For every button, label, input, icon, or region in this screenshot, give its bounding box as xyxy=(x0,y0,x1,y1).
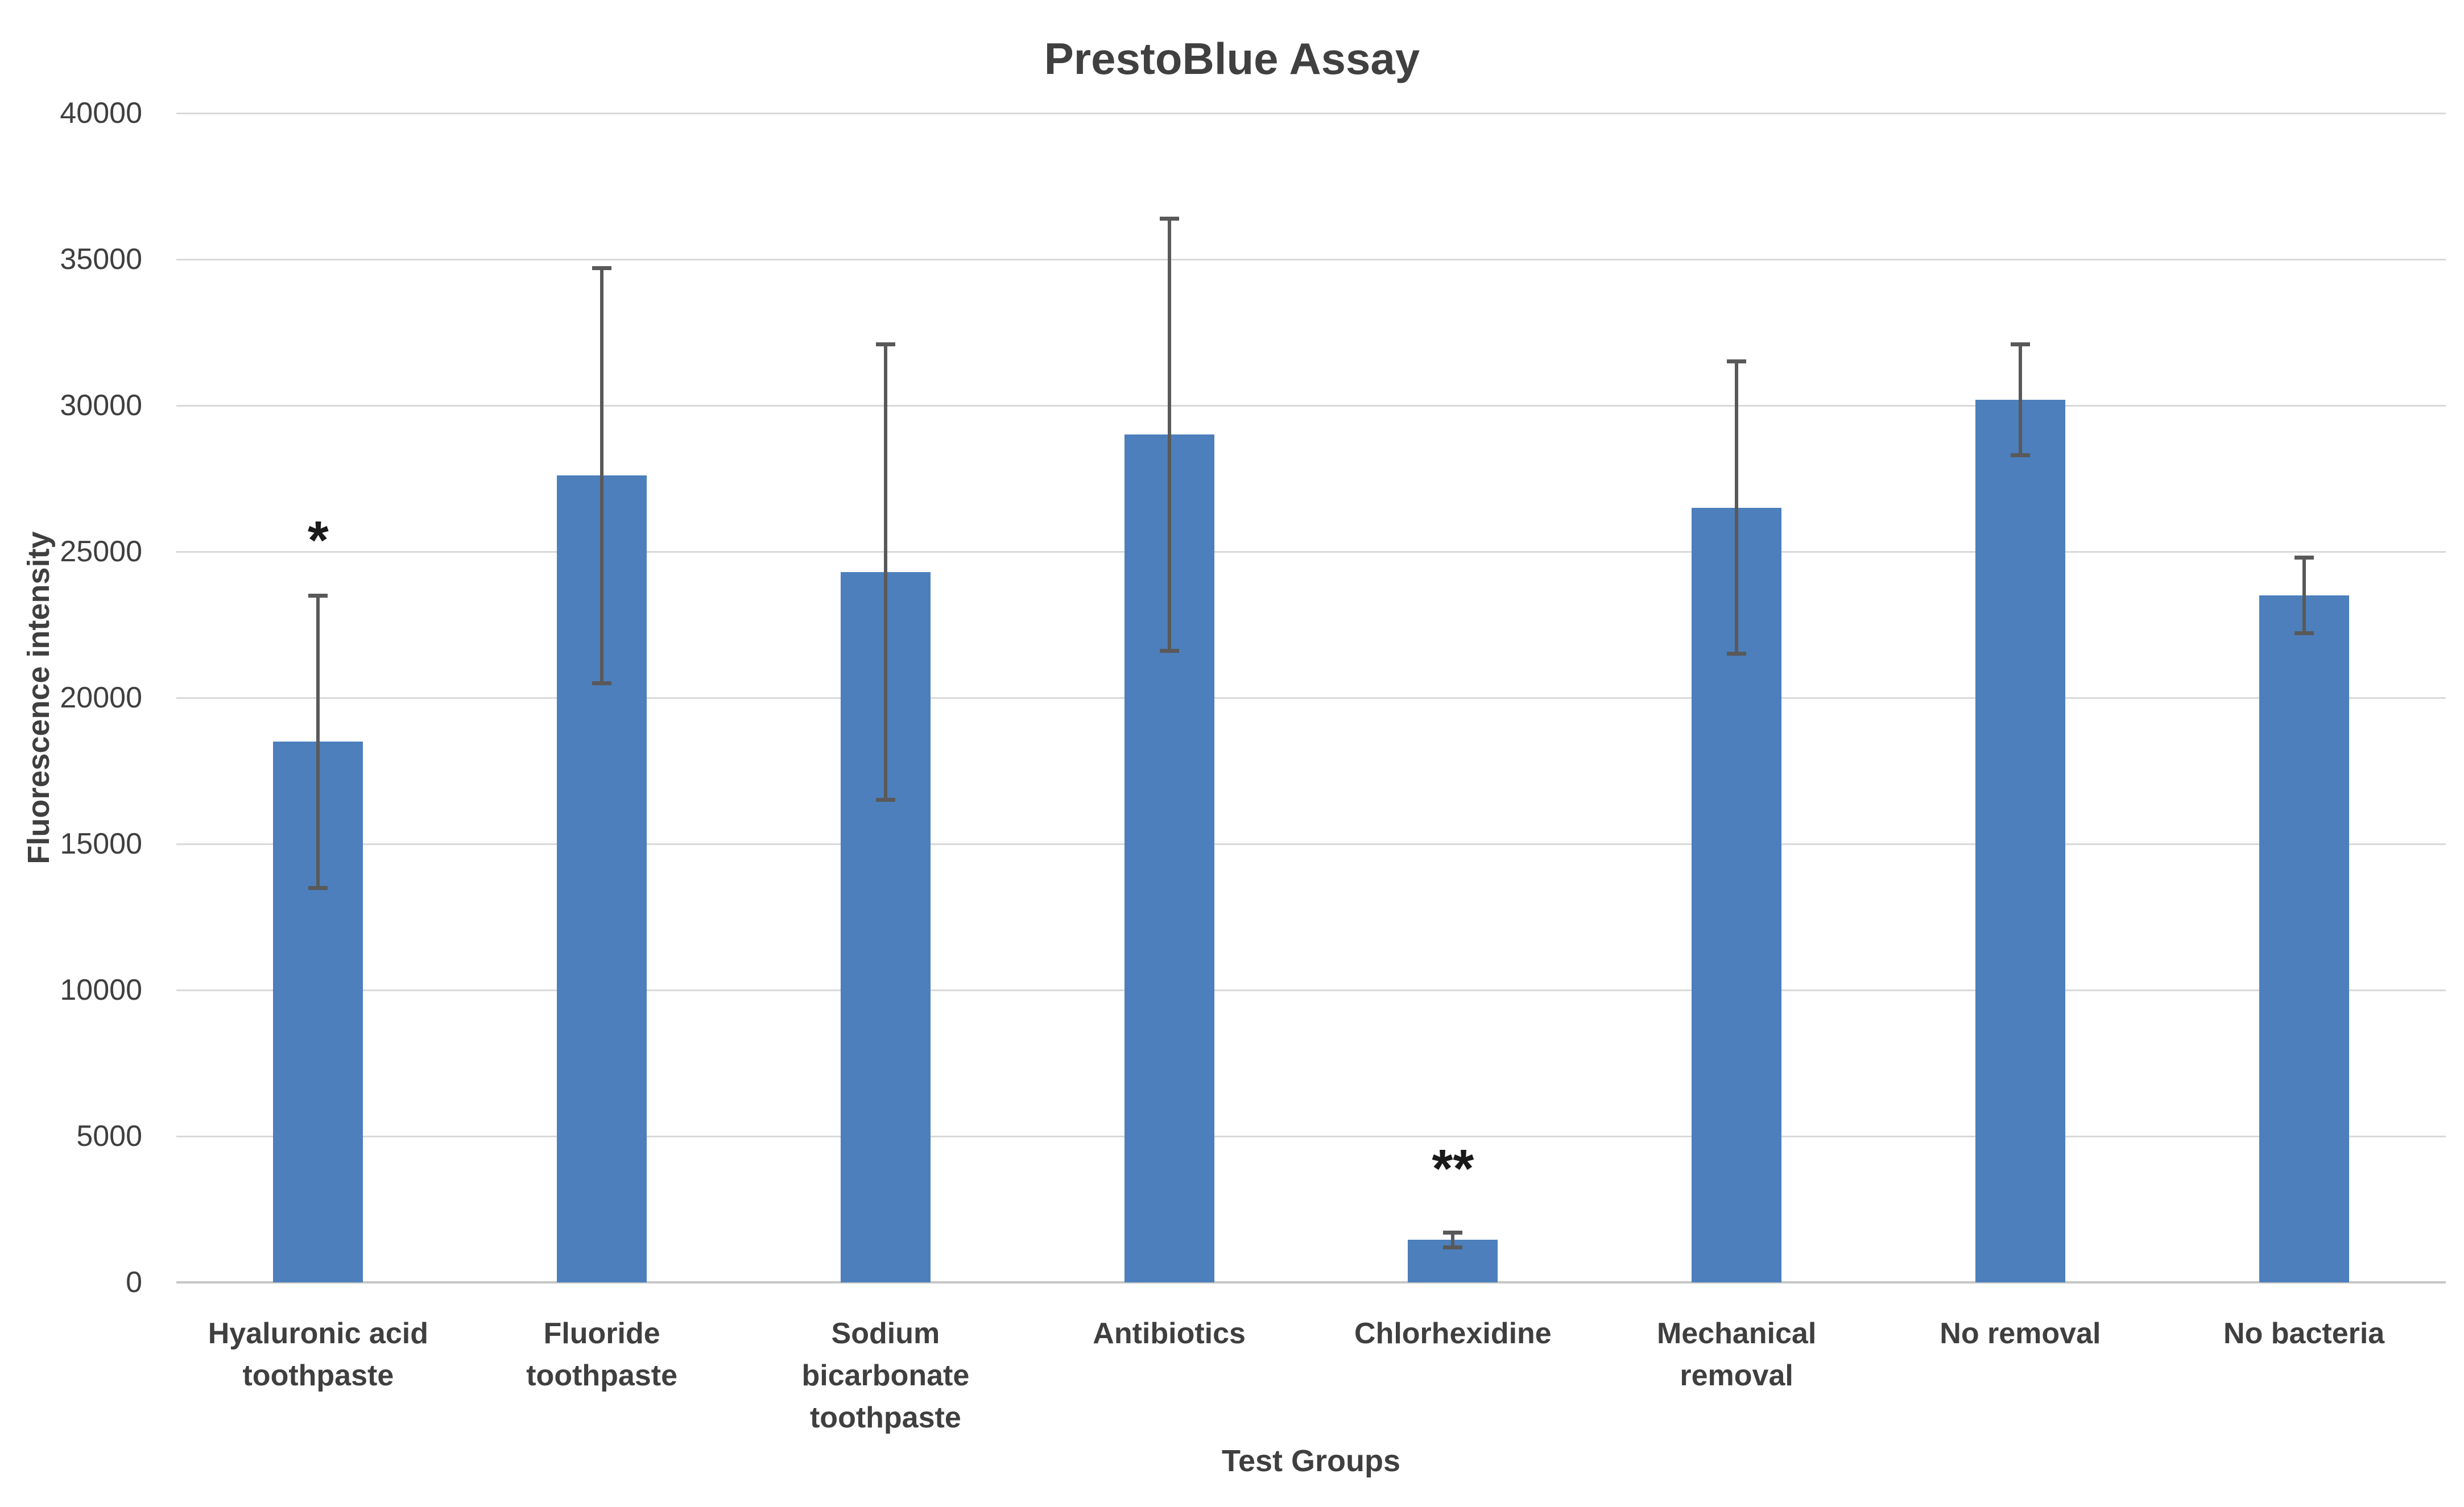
error-bar-cap xyxy=(1727,359,1747,364)
x-tick-label-line: bicarbonate xyxy=(801,1359,970,1392)
error-bar-cap xyxy=(592,266,612,270)
error-bar-cap xyxy=(2010,453,2030,457)
significance-marker: ** xyxy=(1432,1138,1474,1199)
y-tick-label: 10000 xyxy=(60,974,142,1007)
error-bar-fluoride-toothpaste xyxy=(600,268,604,684)
significance-marker: * xyxy=(307,510,329,571)
y-tick-label: 0 xyxy=(126,1266,142,1299)
error-bar-no-removal xyxy=(2018,344,2022,456)
y-tick-label: 15000 xyxy=(60,827,142,860)
error-bar-cap xyxy=(875,342,895,346)
gridline xyxy=(176,404,2446,407)
error-bar-mechanical-removal xyxy=(1735,361,1739,654)
error-bar-cap xyxy=(1159,216,1179,221)
x-tick-label-line: Mechanical xyxy=(1656,1317,1817,1350)
x-tick-label-no-bacteria: No bacteria xyxy=(2162,1313,2446,1355)
error-bar-cap xyxy=(1159,649,1179,653)
x-tick-label-line: removal xyxy=(1680,1359,1793,1392)
error-bar-chlorhexidine xyxy=(1451,1232,1455,1248)
bar-no-bacteria xyxy=(2259,595,2349,1282)
x-tick-label-line: Fluoride xyxy=(543,1317,660,1350)
y-tick-label: 40000 xyxy=(60,97,142,130)
x-tick-label-line: Sodium xyxy=(831,1317,940,1350)
y-tick-label: 25000 xyxy=(60,535,142,568)
x-tick-label-mechanical-removal: Mechanical removal xyxy=(1595,1313,1879,1397)
x-tick-label-hyaluronic-acid-toothpaste: Hyaluronic acid toothpaste xyxy=(176,1313,460,1397)
error-bar-cap xyxy=(2294,631,2314,636)
gridline xyxy=(176,1135,2446,1137)
error-bar-no-bacteria xyxy=(2302,557,2306,634)
error-bar-cap xyxy=(875,798,895,802)
x-tick-label-line: Hyaluronic acid xyxy=(208,1317,428,1350)
y-tick-label: 20000 xyxy=(60,681,142,714)
error-bar-antibiotics xyxy=(1167,218,1171,651)
error-bar-cap xyxy=(1443,1245,1463,1249)
gridline xyxy=(176,843,2446,845)
x-tick-label-fluoride-toothpaste: Fluoride toothpaste xyxy=(460,1313,744,1397)
error-bar-cap xyxy=(1443,1231,1463,1235)
x-tick-label-antibiotics: Antibiotics xyxy=(1027,1313,1311,1355)
x-tick-label-line: toothpaste xyxy=(526,1359,677,1392)
error-bar-cap xyxy=(308,593,328,598)
x-tick-label-line: toothpaste xyxy=(809,1401,961,1434)
error-bar-cap xyxy=(2294,555,2314,560)
x-axis-title: Test Groups xyxy=(1221,1444,1401,1478)
gridline xyxy=(176,989,2446,991)
error-bar-cap xyxy=(1727,652,1747,656)
gridline xyxy=(176,550,2446,553)
gridline xyxy=(176,697,2446,699)
gridline xyxy=(176,258,2446,260)
error-bar-sodium-bicarbonate-toothpaste xyxy=(883,344,887,800)
bar-no-removal xyxy=(1975,399,2065,1282)
x-tick-label-line: toothpaste xyxy=(242,1359,394,1392)
y-tick-label: 35000 xyxy=(60,243,142,276)
x-tick-label-chlorhexidine: Chlorhexidine xyxy=(1311,1313,1595,1355)
x-tick-label-line: No removal xyxy=(1940,1317,2101,1350)
error-bar-cap xyxy=(308,885,328,890)
x-tick-label-line: No bacteria xyxy=(2223,1317,2385,1350)
plot-area xyxy=(176,112,2446,1285)
x-tick-label-sodium-bicarbonate-toothpaste: Sodium bicarbonate toothpaste xyxy=(744,1313,1028,1439)
x-tick-label-no-removal: No removal xyxy=(1879,1313,2163,1355)
chart-title: PrestoBlue Assay xyxy=(1044,34,1420,84)
y-tick-label: 30000 xyxy=(60,389,142,422)
error-bar-cap xyxy=(2010,342,2030,346)
error-bar-cap xyxy=(592,681,612,685)
x-tick-label-line: Antibiotics xyxy=(1093,1317,1246,1350)
x-axis-line xyxy=(176,1281,2446,1284)
y-tick-label: 5000 xyxy=(76,1120,142,1153)
error-bar-hyaluronic-acid-toothpaste xyxy=(316,595,320,888)
gridline xyxy=(176,112,2446,114)
x-tick-label-line: Chlorhexidine xyxy=(1354,1317,1552,1350)
